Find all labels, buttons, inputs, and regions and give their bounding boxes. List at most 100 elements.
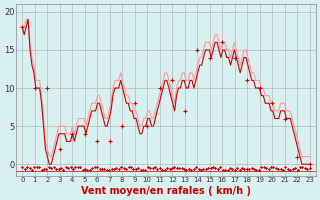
- Point: [73, 165, 78, 168]
- Point: [34, 166, 39, 169]
- Point: [131, 167, 136, 170]
- Point: [228, 166, 233, 169]
- Point: [220, 168, 225, 171]
- Point: [162, 168, 167, 171]
- Point: [297, 165, 302, 169]
- Point: [66, 166, 71, 170]
- Point: [68, 166, 73, 169]
- Point: [121, 166, 126, 169]
- Point: [184, 169, 189, 172]
- Point: [116, 167, 121, 170]
- Point: [164, 166, 170, 169]
- Point: [172, 166, 177, 169]
- Point: [111, 168, 116, 171]
- Point: [225, 168, 230, 172]
- Point: [215, 167, 220, 170]
- Point: [222, 169, 228, 172]
- Point: [75, 165, 80, 169]
- Point: [155, 167, 160, 170]
- Point: [285, 167, 291, 170]
- Point: [280, 168, 285, 172]
- Point: [143, 169, 148, 172]
- Point: [22, 167, 27, 170]
- Point: [85, 169, 90, 172]
- Point: [70, 167, 76, 171]
- Point: [237, 168, 242, 171]
- Point: [194, 165, 199, 169]
- Point: [300, 166, 305, 169]
- Point: [90, 166, 95, 169]
- Point: [247, 168, 252, 171]
- Point: [211, 166, 216, 169]
- Point: [107, 168, 112, 171]
- Point: [27, 166, 32, 169]
- Point: [46, 165, 52, 168]
- Point: [288, 168, 293, 171]
- Point: [80, 168, 85, 171]
- Point: [37, 166, 42, 169]
- Point: [252, 167, 257, 171]
- Point: [169, 167, 174, 170]
- Point: [148, 166, 153, 169]
- Point: [114, 166, 119, 169]
- Point: [266, 168, 271, 171]
- Point: [268, 165, 274, 168]
- Point: [78, 166, 83, 169]
- Point: [177, 167, 182, 170]
- Point: [203, 168, 208, 171]
- Point: [201, 168, 206, 171]
- Point: [128, 166, 133, 169]
- Point: [271, 166, 276, 169]
- Point: [58, 167, 63, 170]
- Point: [97, 167, 102, 171]
- Point: [150, 166, 155, 169]
- Point: [218, 166, 223, 169]
- Point: [213, 166, 218, 169]
- Point: [83, 167, 88, 170]
- Point: [292, 167, 298, 170]
- Point: [160, 168, 165, 171]
- Point: [189, 168, 194, 171]
- Point: [87, 168, 92, 171]
- Point: [25, 165, 30, 169]
- Point: [153, 166, 158, 169]
- Point: [259, 165, 264, 168]
- Point: [174, 166, 180, 170]
- Point: [305, 167, 310, 170]
- Point: [295, 168, 300, 171]
- Point: [191, 167, 196, 170]
- Point: [249, 166, 254, 170]
- Point: [44, 167, 49, 171]
- Point: [104, 168, 109, 171]
- Point: [32, 165, 37, 168]
- Point: [63, 166, 68, 169]
- Point: [276, 167, 281, 170]
- Point: [181, 168, 187, 171]
- Point: [167, 167, 172, 170]
- Point: [56, 168, 61, 171]
- Point: [302, 166, 307, 169]
- Point: [307, 166, 312, 170]
- Point: [138, 168, 143, 171]
- Point: [109, 167, 114, 170]
- Point: [53, 167, 59, 170]
- Point: [179, 167, 184, 170]
- Point: [208, 167, 213, 170]
- Point: [136, 166, 141, 169]
- Point: [196, 168, 201, 171]
- Point: [232, 168, 237, 171]
- Point: [283, 165, 288, 168]
- Point: [242, 167, 247, 170]
- Point: [145, 166, 150, 169]
- Point: [61, 168, 66, 172]
- Point: [100, 167, 105, 171]
- Point: [124, 168, 129, 171]
- Point: [230, 167, 235, 170]
- Point: [278, 168, 283, 171]
- Point: [273, 166, 278, 169]
- Point: [49, 166, 54, 169]
- Point: [256, 168, 261, 171]
- Point: [264, 166, 269, 169]
- Point: [51, 166, 56, 169]
- Point: [244, 167, 249, 170]
